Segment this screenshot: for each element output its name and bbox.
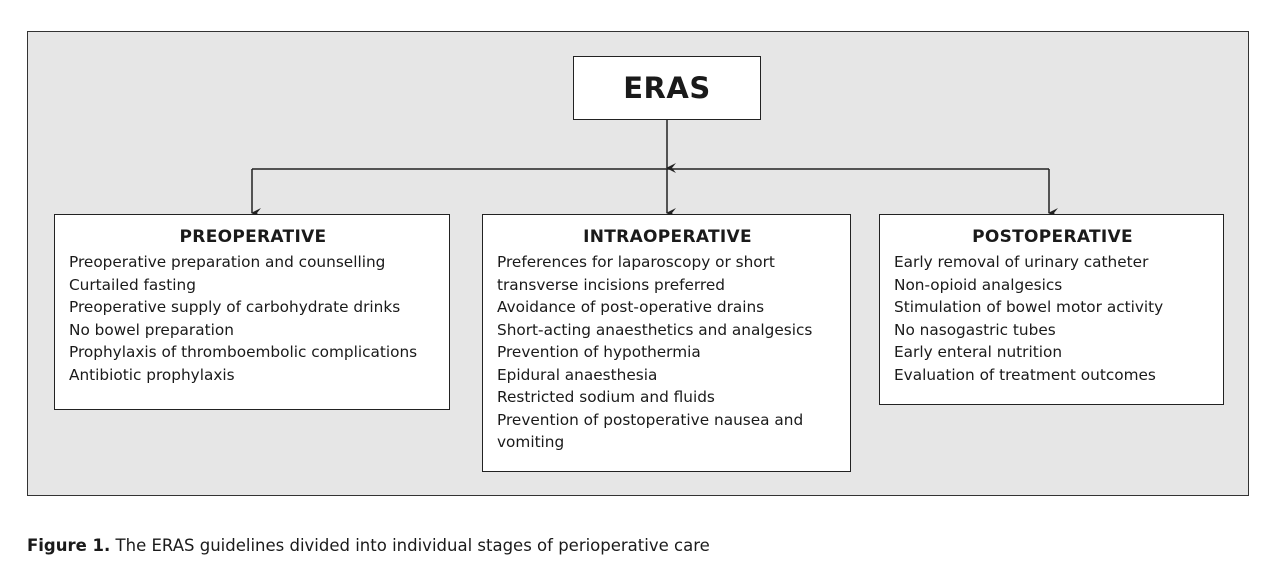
postoperative-list: Early removal of urinary catheter Non-op…: [894, 251, 1211, 386]
list-item: Non-opioid analgesics: [894, 275, 1063, 294]
figure-caption-text: The ERAS guidelines divided into individ…: [110, 536, 710, 555]
list-item: Antibiotic prophylaxis: [69, 365, 235, 384]
intraoperative-list: Preferences for laparoscopy or short tra…: [497, 251, 838, 454]
list-item: Epidural anaesthesia: [497, 365, 658, 384]
list-item: transverse incisions preferred: [497, 275, 725, 294]
list-item: Preferences for laparoscopy or short: [497, 253, 775, 271]
root-label: ERAS: [623, 71, 711, 105]
list-item: Evaluation of treatment outcomes: [894, 365, 1156, 384]
figure-caption: Figure 1. The ERAS guidelines divided in…: [27, 536, 710, 555]
list-item: No nasogastric tubes: [894, 320, 1056, 339]
list-item: Prevention of postoperative nausea and: [497, 410, 804, 429]
list-item: Early removal of urinary catheter: [894, 253, 1149, 271]
list-item: Restricted sodium and fluids: [497, 388, 715, 406]
list-item: Prevention of hypothermia: [497, 343, 701, 361]
figure-caption-lead: Figure 1.: [27, 536, 111, 555]
preoperative-title: PREOPERATIVE: [179, 227, 327, 247]
preoperative-box: PREOPERATIVE Preoperative preparation an…: [54, 214, 450, 410]
root-node: ERAS: [573, 56, 761, 120]
list-item: Preoperative supply of carbohydrate drin…: [69, 298, 401, 316]
postoperative-box: POSTOPERATIVE Early removal of urinary c…: [879, 214, 1224, 405]
intraoperative-title: INTRAOPERATIVE: [583, 227, 752, 247]
list-item: Avoidance of post-operative drains: [497, 298, 765, 316]
list-item: Stimulation of bowel motor activity: [894, 298, 1164, 316]
list-item: vomiting: [497, 433, 565, 451]
list-item: Prophylaxis of thromboembolic complicati…: [69, 343, 418, 361]
list-item: No bowel preparation: [69, 320, 234, 339]
list-item: Curtailed fasting: [69, 275, 196, 294]
postoperative-title: POSTOPERATIVE: [972, 227, 1133, 247]
list-item: Preoperative preparation and counselling: [69, 253, 386, 271]
intraoperative-box: INTRAOPERATIVE Preferences for laparosco…: [482, 214, 851, 472]
list-item: Short-acting anaesthetics and analgesics: [497, 320, 813, 339]
list-item: Early enteral nutrition: [894, 343, 1063, 361]
preoperative-list: Preoperative preparation and counselling…: [69, 251, 437, 386]
